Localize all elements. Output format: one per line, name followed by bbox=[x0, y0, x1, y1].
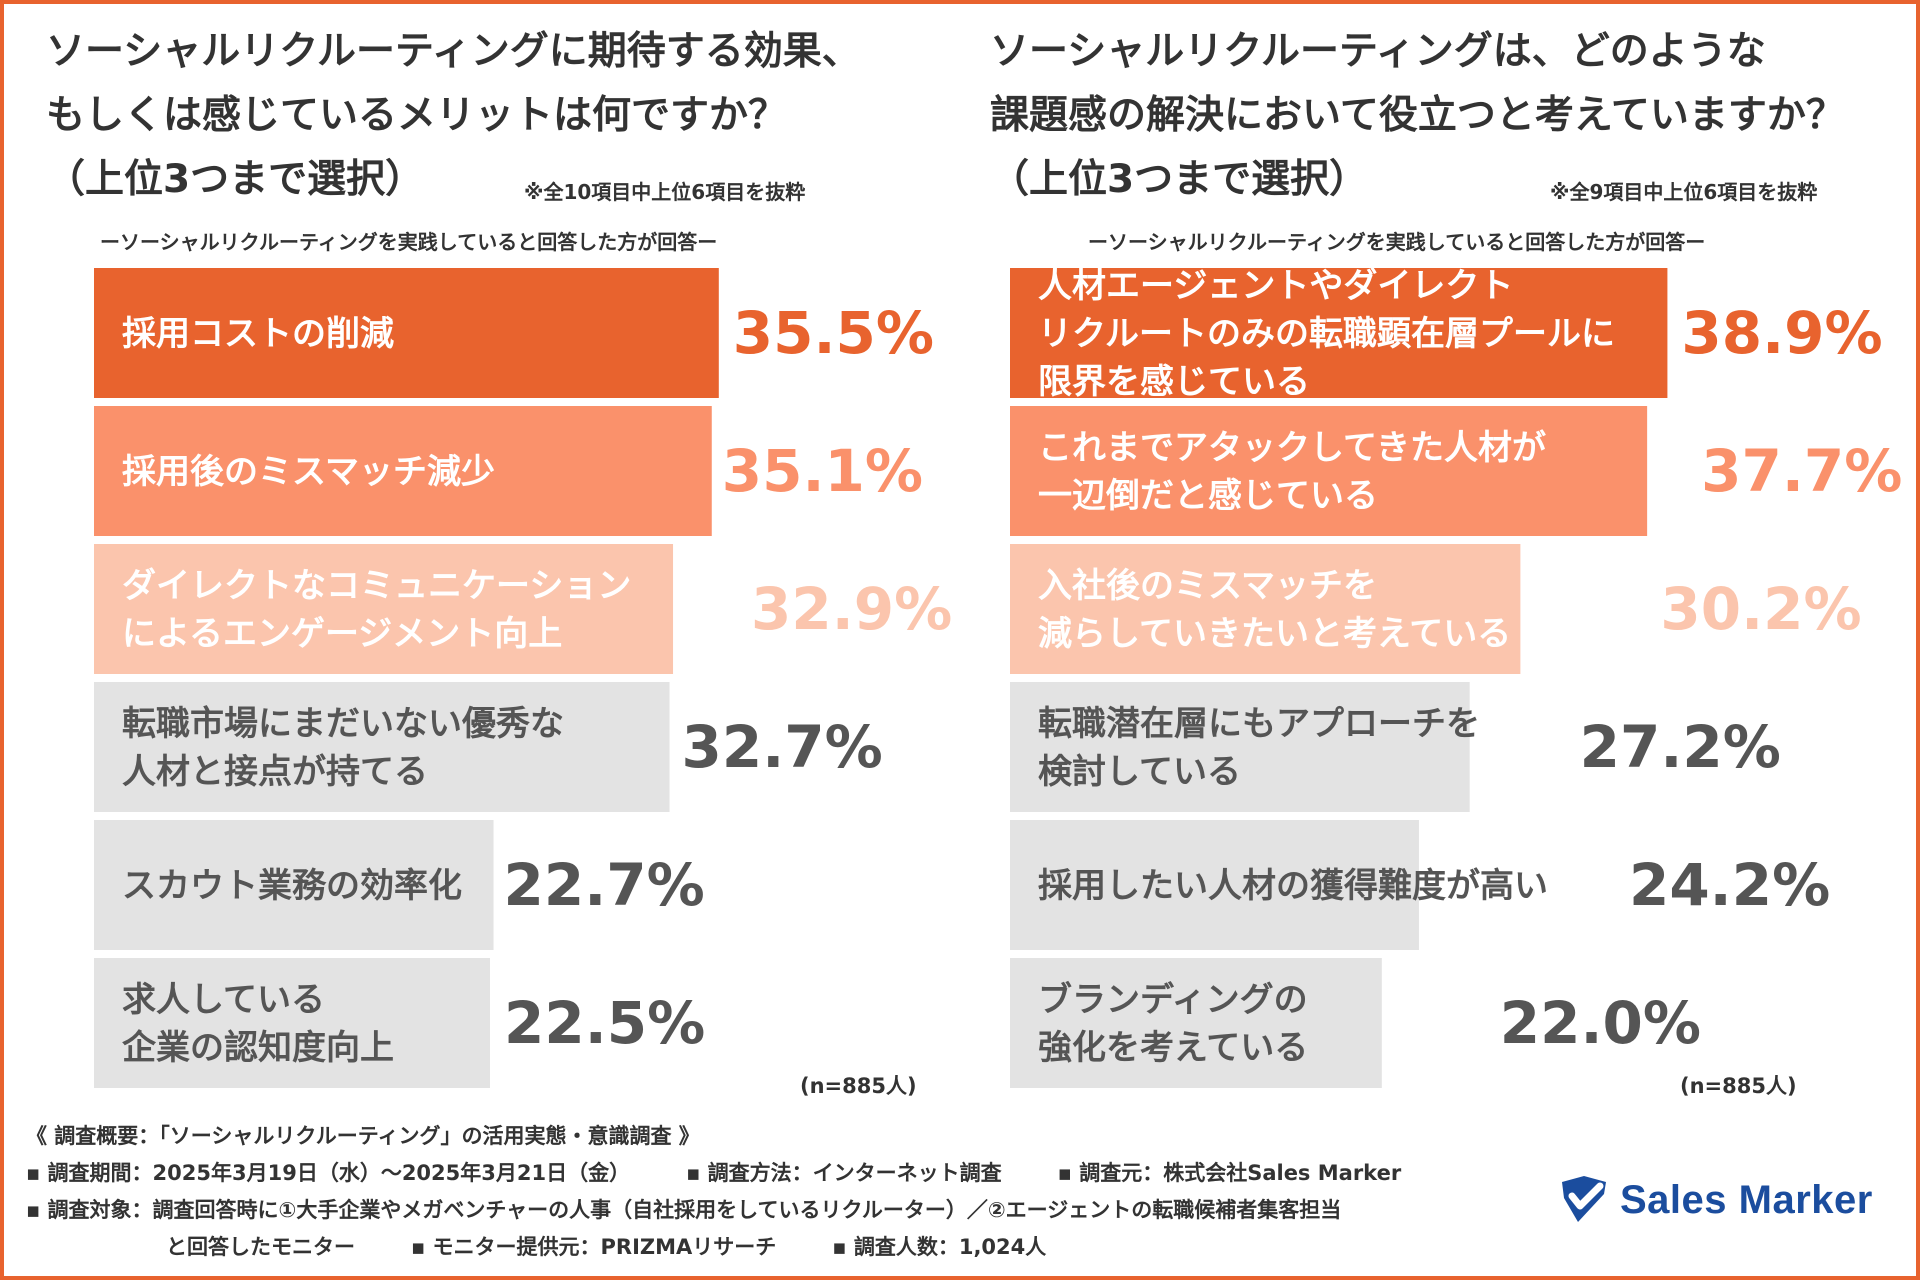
right-category-label: 人材エージェントやダイレクト bbox=[1038, 266, 1513, 306]
right-category-label: 減らしていきたいと考えている bbox=[1038, 614, 1511, 654]
survey-provider: ▪ モニター提供元：PRIZMAリサーチ bbox=[411, 1235, 776, 1259]
right-value-label: 24.2% bbox=[1629, 851, 1830, 919]
right-bar bbox=[1010, 682, 1470, 812]
right-value-label: 30.2% bbox=[1660, 575, 1861, 643]
right-category-label: 限界を感じている bbox=[1038, 362, 1310, 402]
survey-line: ▪ 調査期間：2025年3月19日（水）〜2025年3月21日（金） ▪ 調査方法… bbox=[26, 1155, 1401, 1192]
survey-period: ▪ 調査期間：2025年3月19日（水）〜2025年3月21日（金） bbox=[26, 1161, 630, 1185]
right-category-label: これまでアタックしてきた人材が bbox=[1038, 428, 1546, 468]
check-shield-icon bbox=[1556, 1172, 1612, 1228]
survey-line: と回答したモニター ▪ モニター提供元：PRIZMAリサーチ ▪ 調査人数：1,02… bbox=[26, 1229, 1401, 1266]
right-category-label: ブランディングの bbox=[1038, 980, 1308, 1020]
survey-summary: 《 調査概要：「ソーシャルリクルーティング」の活用実態・意識調査 》 ▪ 調査期… bbox=[26, 1118, 1401, 1266]
right-category-label: 一辺倒だと感じている bbox=[1038, 476, 1378, 516]
right-category-label: 入社後のミスマッチを bbox=[1038, 566, 1377, 606]
right-bar bbox=[1010, 958, 1382, 1088]
survey-method: ▪ 調査方法：インターネット調査 bbox=[686, 1161, 1002, 1185]
logo-text: Sales Marker bbox=[1620, 1178, 1873, 1223]
right-category-label: リクルートのみの転職顕在層プールに bbox=[1038, 314, 1615, 354]
sales-marker-logo: Sales Marker bbox=[1556, 1170, 1896, 1230]
right-value-label: 37.7% bbox=[1701, 437, 1902, 505]
right-category-label: 採用したい人材の獲得難度が高い bbox=[1038, 866, 1548, 906]
right-value-label: 22.0% bbox=[1500, 989, 1701, 1057]
right-category-label: 検討している bbox=[1038, 752, 1241, 792]
survey-respondents: ▪ 調査人数：1,024人 bbox=[832, 1235, 1046, 1259]
right-bar bbox=[1010, 544, 1520, 674]
right-value-label: 27.2% bbox=[1580, 713, 1781, 781]
right-category-label: 強化を考えている bbox=[1038, 1028, 1308, 1068]
right-category-label: 転職潜在層にもアプローチを bbox=[1038, 704, 1480, 744]
survey-target: ▪ 調査対象：調査回答時に①大手企業やメガベンチャーの人事（自社採用をしているリ… bbox=[26, 1192, 1401, 1229]
right-value-label: 38.9% bbox=[1681, 299, 1882, 367]
survey-heading: 《 調査概要：「ソーシャルリクルーティング」の活用実態・意識調査 》 bbox=[26, 1118, 1401, 1155]
survey-target-cont: と回答したモニター bbox=[166, 1235, 355, 1259]
survey-source: ▪ 調査元：株式会社Sales Marker bbox=[1058, 1161, 1402, 1185]
right-bar bbox=[1010, 406, 1647, 536]
